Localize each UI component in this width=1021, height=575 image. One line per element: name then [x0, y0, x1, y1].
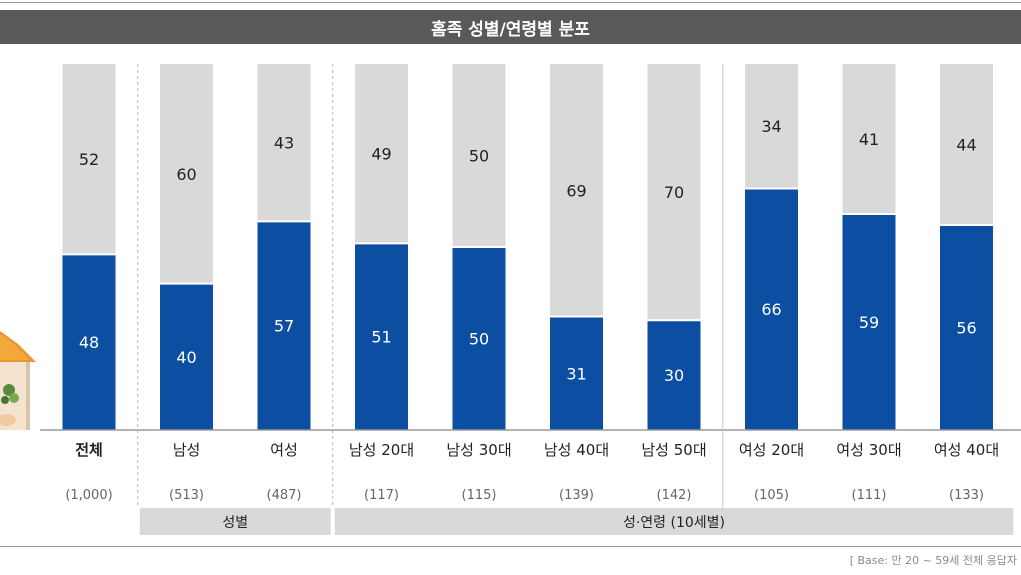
- value-label-bottom-2: 57: [274, 317, 294, 336]
- category-label-9: 여성 40대: [934, 441, 999, 459]
- house-illustration-icon: [0, 331, 36, 430]
- base-count-label-9: (133): [949, 488, 984, 503]
- base-count-label-0: (1,000): [65, 488, 112, 503]
- value-label-top-2: 43: [274, 134, 294, 153]
- value-label-top-5: 69: [566, 181, 586, 200]
- base-count-label-5: (139): [559, 488, 594, 503]
- stacked-bar-chart: 52 48 전체 (1,000) 60 40 남성 (513) 43 57 여성 (487) 49 51 남…: [0, 64, 1021, 535]
- top-rule: [0, 2, 1021, 3]
- bar-top-8: [842, 64, 896, 215]
- category-label-4: 남성 30대: [446, 441, 511, 459]
- base-count-label-7: (105): [754, 488, 789, 503]
- value-label-bottom-6: 30: [664, 366, 684, 385]
- bar-bottom-7: [745, 188, 798, 430]
- category-label-7: 여성 20대: [739, 441, 804, 459]
- value-label-bottom-9: 56: [956, 319, 976, 338]
- group-label-0: 성별: [222, 515, 248, 531]
- bar-top-2: [257, 64, 311, 222]
- bottom-rule: [0, 546, 1021, 547]
- value-label-bottom-1: 40: [176, 348, 196, 367]
- value-label-bottom-4: 50: [469, 330, 489, 349]
- bar-top-6: [647, 64, 701, 321]
- chart-title: 홈족 성별/연령별 분포: [431, 19, 590, 40]
- base-count-label-3: (117): [364, 488, 399, 503]
- value-label-top-7: 34: [761, 117, 781, 136]
- group-box-1: [334, 508, 1014, 535]
- value-label-bottom-8: 59: [859, 313, 879, 332]
- bar-top-0: [62, 64, 116, 255]
- value-label-top-8: 41: [859, 130, 879, 149]
- bar-bottom-5: [550, 316, 603, 430]
- value-label-top-1: 60: [176, 165, 196, 184]
- bar-top-7: [745, 64, 798, 189]
- bar-top-5: [550, 64, 603, 317]
- bar-bottom-1: [160, 283, 213, 430]
- value-label-top-9: 44: [956, 136, 976, 155]
- base-note: [ Base: 만 20 ~ 59세 전체 응답자: [849, 554, 1017, 567]
- value-label-bottom-7: 66: [761, 300, 781, 319]
- chart-title-bar: 홈족 성별/연령별 분포: [0, 10, 1021, 44]
- group-box-0: [139, 508, 331, 535]
- group-label-1: 성·연령 (10세별): [623, 515, 725, 531]
- bar-bottom-0: [62, 254, 116, 430]
- bar-bottom-4: [452, 247, 506, 430]
- category-label-3: 남성 20대: [349, 441, 414, 459]
- category-label-2: 여성: [270, 441, 298, 459]
- bar-top-3: [355, 64, 408, 244]
- base-count-label-2: (487): [267, 488, 302, 503]
- value-label-top-6: 70: [664, 183, 684, 202]
- bar-top-9: [940, 64, 993, 226]
- bar-bottom-8: [842, 214, 896, 430]
- bar-bottom-2: [257, 221, 311, 430]
- bar-bottom-9: [940, 225, 993, 430]
- bar-top-1: [160, 64, 213, 284]
- base-count-label-8: (111): [852, 488, 887, 503]
- category-label-0: 전체: [75, 441, 103, 459]
- value-label-top-4: 50: [469, 147, 489, 166]
- value-label-top-3: 49: [371, 145, 391, 164]
- base-count-label-6: (142): [657, 488, 692, 503]
- bar-bottom-6: [647, 320, 701, 430]
- category-label-6: 남성 50대: [641, 441, 706, 459]
- category-label-5: 남성 40대: [544, 441, 609, 459]
- category-label-8: 여성 30대: [836, 441, 901, 459]
- base-count-label-4: (115): [462, 488, 497, 503]
- value-label-bottom-3: 51: [371, 328, 391, 347]
- value-label-bottom-5: 31: [566, 364, 586, 383]
- category-label-1: 남성: [173, 441, 201, 459]
- value-label-top-0: 52: [79, 150, 99, 169]
- value-label-bottom-0: 48: [79, 333, 99, 352]
- base-count-label-1: (513): [169, 488, 204, 503]
- bar-top-4: [452, 64, 506, 247]
- bar-bottom-3: [355, 243, 408, 430]
